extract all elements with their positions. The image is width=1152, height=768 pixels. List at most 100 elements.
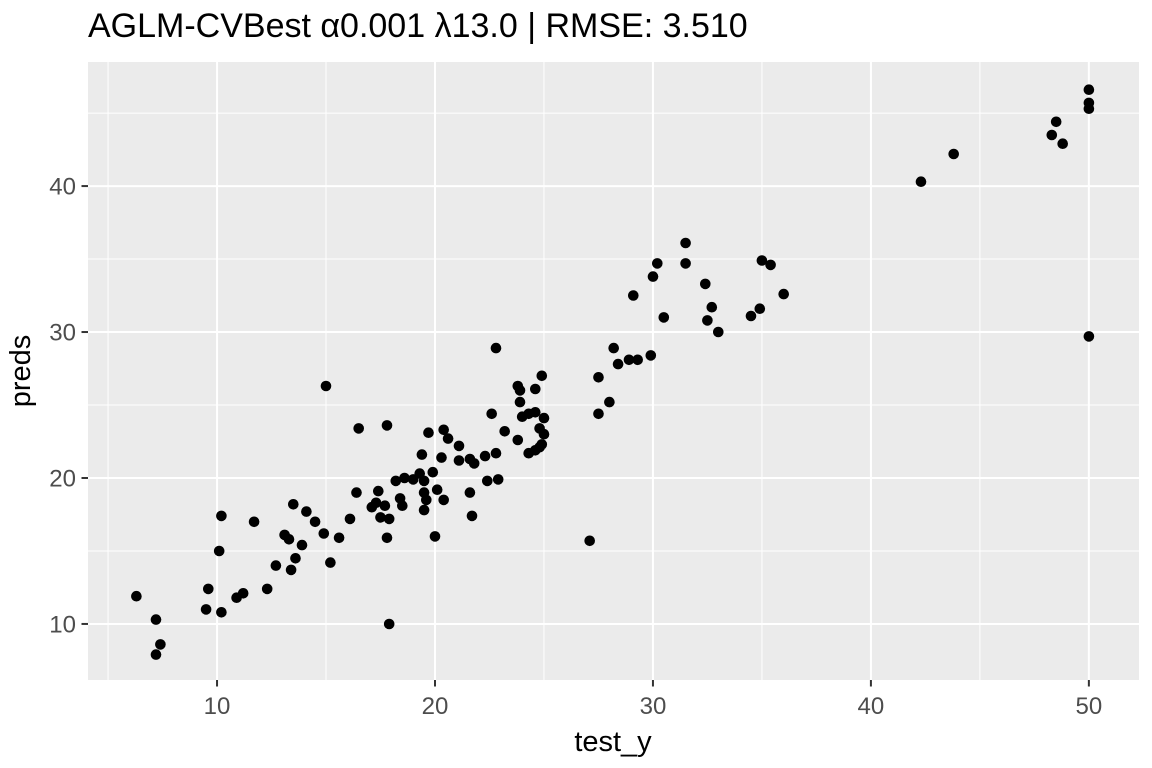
data-point bbox=[778, 288, 789, 300]
data-point bbox=[534, 442, 545, 453]
data-point bbox=[948, 148, 959, 160]
data-point bbox=[333, 532, 345, 544]
data-point bbox=[438, 424, 450, 436]
data-point bbox=[530, 407, 541, 418]
data-point bbox=[612, 358, 624, 370]
data-point bbox=[706, 301, 718, 313]
data-point bbox=[1057, 138, 1068, 149]
x-tick-label: 50 bbox=[1076, 693, 1103, 720]
data-point bbox=[468, 458, 480, 469]
data-point bbox=[628, 290, 639, 301]
x-tick-label: 10 bbox=[204, 693, 231, 720]
data-point bbox=[608, 342, 619, 354]
data-point bbox=[645, 350, 657, 361]
data-point bbox=[464, 487, 476, 498]
data-point bbox=[436, 452, 447, 463]
data-point bbox=[285, 564, 297, 576]
data-point bbox=[1050, 116, 1062, 128]
data-point bbox=[593, 372, 604, 383]
data-point bbox=[301, 506, 312, 517]
data-point bbox=[270, 560, 282, 571]
data-point bbox=[754, 303, 766, 315]
data-point bbox=[423, 427, 434, 439]
data-point bbox=[325, 557, 336, 568]
data-point bbox=[373, 485, 384, 497]
data-point bbox=[536, 370, 548, 382]
x-tick-label: 30 bbox=[640, 693, 667, 720]
data-point bbox=[375, 512, 386, 523]
data-point bbox=[486, 408, 498, 420]
data-point bbox=[756, 255, 768, 266]
data-point bbox=[383, 618, 395, 630]
data-point bbox=[416, 449, 428, 460]
data-point bbox=[702, 315, 713, 326]
data-point bbox=[344, 513, 356, 525]
data-point bbox=[680, 237, 691, 249]
data-point bbox=[248, 516, 260, 528]
data-point bbox=[604, 396, 615, 408]
data-point bbox=[237, 588, 249, 599]
data-point bbox=[200, 604, 212, 615]
y-tick-label: 30 bbox=[49, 320, 76, 347]
panel-background bbox=[88, 62, 1139, 680]
data-point bbox=[499, 426, 511, 437]
data-point bbox=[390, 475, 402, 487]
data-point bbox=[370, 497, 382, 509]
data-point bbox=[261, 583, 273, 595]
data-point bbox=[429, 531, 441, 542]
y-tick-label: 10 bbox=[49, 611, 76, 638]
data-point bbox=[353, 423, 365, 434]
data-point bbox=[538, 412, 550, 424]
data-point bbox=[658, 312, 670, 323]
data-point bbox=[213, 545, 225, 557]
data-point bbox=[1083, 331, 1095, 342]
data-point bbox=[490, 342, 502, 354]
data-point bbox=[381, 420, 393, 431]
data-point bbox=[453, 455, 465, 466]
data-point bbox=[288, 499, 299, 510]
data-point bbox=[680, 258, 691, 269]
data-point bbox=[530, 383, 541, 395]
data-point bbox=[150, 649, 162, 660]
data-point bbox=[593, 408, 604, 420]
data-point bbox=[296, 539, 308, 551]
data-point bbox=[1046, 129, 1058, 141]
y-tick-label: 20 bbox=[49, 465, 76, 492]
data-point bbox=[492, 474, 504, 485]
data-point bbox=[290, 553, 301, 564]
data-point bbox=[538, 428, 550, 440]
data-point bbox=[203, 583, 214, 595]
data-point bbox=[283, 534, 295, 545]
data-point bbox=[512, 434, 524, 446]
data-point bbox=[1083, 84, 1095, 95]
data-point bbox=[309, 516, 321, 528]
x-axis-title: test_y bbox=[574, 726, 652, 758]
data-point bbox=[383, 513, 395, 525]
data-point bbox=[438, 494, 450, 506]
data-point bbox=[351, 487, 362, 498]
data-point bbox=[379, 500, 391, 512]
data-point bbox=[418, 475, 430, 487]
data-point bbox=[150, 614, 162, 625]
data-point bbox=[623, 354, 635, 366]
y-axis-title: preds bbox=[5, 335, 37, 408]
data-point bbox=[765, 259, 776, 271]
data-point bbox=[652, 258, 663, 269]
data-point bbox=[216, 607, 227, 618]
x-tick-label: 20 bbox=[422, 693, 449, 720]
plot-panel: 10 20 30 40 50 10 20 30 40 bbox=[49, 62, 1139, 720]
data-point bbox=[700, 278, 711, 290]
y-tick-label: 40 bbox=[49, 174, 76, 201]
data-point bbox=[466, 510, 478, 522]
data-point bbox=[584, 535, 595, 547]
data-point bbox=[713, 326, 724, 338]
data-point bbox=[318, 528, 330, 539]
data-point bbox=[453, 440, 465, 452]
data-point bbox=[745, 310, 757, 322]
data-point bbox=[479, 450, 491, 462]
data-point bbox=[131, 590, 142, 602]
data-point bbox=[1083, 97, 1095, 109]
data-point bbox=[427, 466, 439, 478]
